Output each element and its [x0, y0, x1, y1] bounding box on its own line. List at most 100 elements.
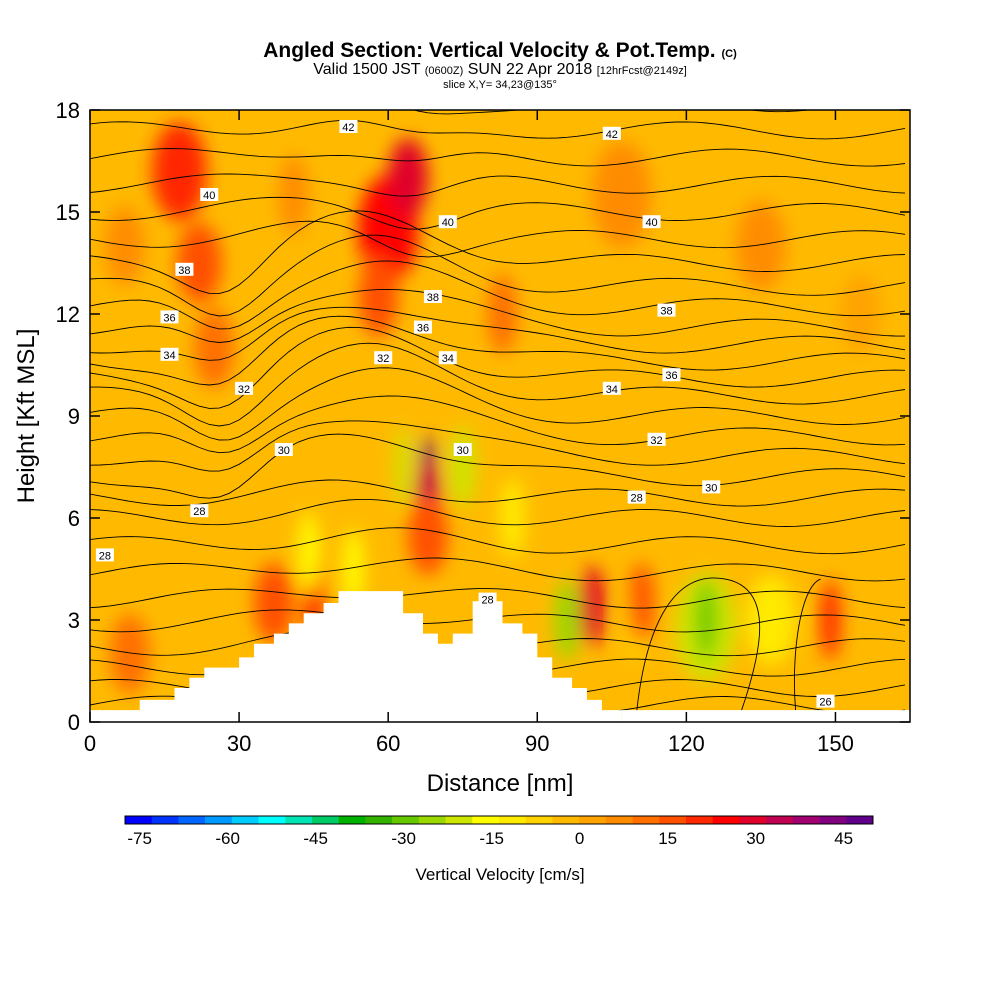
svg-text:36: 36: [665, 370, 677, 382]
velocity-cell: [298, 512, 319, 592]
contour-label: 32: [647, 432, 666, 447]
y-tick-label: 15: [56, 200, 80, 225]
velocity-cell: [487, 274, 518, 354]
theta-contour: [793, 578, 821, 712]
colorbar-segment: [499, 816, 527, 824]
svg-text:32: 32: [650, 435, 662, 447]
svg-text:28: 28: [99, 550, 111, 562]
colorbar-segment: [392, 816, 420, 824]
contour-label: 38: [423, 290, 442, 304]
contour-label: 34: [160, 347, 179, 362]
svg-text:40: 40: [645, 217, 657, 229]
colorbar-segment: [205, 816, 233, 824]
colorbar-segment: [766, 816, 794, 824]
theta-contour: [90, 342, 906, 427]
theta-contour: [90, 367, 906, 441]
colorbar-segment: [819, 816, 847, 824]
theta-contour: [90, 588, 906, 609]
theta-contour: [90, 234, 906, 317]
velocity-cell: [152, 122, 207, 221]
colorbar-segment: [472, 816, 500, 824]
svg-text:38: 38: [178, 265, 190, 277]
contour-label: 30: [274, 443, 293, 457]
colorbar: [124, 815, 874, 825]
colorbar-segment: [178, 816, 206, 824]
colorbar-segment: [792, 816, 820, 824]
contour-label: 28: [95, 548, 114, 562]
theta-contour: [90, 148, 906, 167]
colorbar-segment: [418, 816, 446, 824]
colorbar-tick-label: 30: [746, 829, 765, 848]
velocity-cell: [104, 206, 145, 286]
contour-label: 28: [478, 592, 497, 607]
contour-label: 42: [339, 120, 358, 134]
contour-label: 40: [438, 215, 457, 229]
colorbar-segment: [659, 816, 687, 824]
theta-contour: [90, 433, 906, 499]
svg-text:26: 26: [819, 697, 831, 709]
velocity-cell: [388, 138, 428, 218]
svg-text:28: 28: [631, 493, 643, 505]
x-tick-label: 120: [668, 731, 705, 756]
theta-contour: [90, 260, 906, 330]
svg-text:42: 42: [342, 122, 354, 134]
colorbar-segment: [632, 816, 660, 824]
contour-label: 38: [175, 262, 194, 277]
y-tick-label: 18: [56, 98, 80, 123]
svg-text:34: 34: [163, 350, 175, 362]
colorbar-tick-label: 15: [658, 829, 677, 848]
x-tick-label: 150: [817, 731, 854, 756]
svg-text:30: 30: [278, 445, 290, 457]
contour-label: 34: [602, 381, 621, 396]
colorbar-frame: [124, 815, 874, 825]
svg-text:40: 40: [203, 190, 215, 202]
y-axis-label: Height [Kft MSL]: [13, 329, 40, 504]
theta-contour: [90, 315, 906, 386]
chart-subtitle-valid: Valid 1500 JST (0600Z) SUN 22 Apr 2018 […: [313, 61, 687, 78]
svg-text:42: 42: [606, 129, 618, 141]
theta-contour: [90, 306, 906, 361]
velocity-cell: [254, 563, 294, 643]
colorbar-tick-label: -75: [127, 829, 152, 848]
colorbar-tick-label: -45: [303, 829, 328, 848]
svg-text:32: 32: [238, 384, 250, 396]
svg-text:28: 28: [481, 595, 493, 607]
velocity-cell: [736, 201, 786, 291]
x-tick-label: 60: [376, 731, 400, 756]
colorbar-segment: [231, 816, 259, 824]
colorbar-ticks: -75 -60 -45 -30 -15 0 15 30 45: [127, 829, 853, 848]
contour-label: 28: [627, 490, 646, 505]
theta-contour: [90, 420, 906, 472]
velocity-cell: [395, 427, 411, 507]
contour-label: 40: [642, 215, 661, 229]
theta-contour: [90, 196, 906, 230]
colorbar-segment: [312, 816, 340, 824]
y-tick-label: 12: [56, 302, 80, 327]
svg-text:38: 38: [660, 306, 672, 318]
colorbar-segment: [739, 816, 767, 824]
theta-contour: [90, 527, 906, 555]
theta-contour: [198, 110, 812, 115]
colorbar-segment: [365, 816, 393, 824]
colorbar-tick-label: 0: [575, 829, 584, 848]
colorbar-tick-label: -15: [479, 829, 504, 848]
theta-contour: [90, 173, 906, 197]
x-tick-label: 0: [84, 731, 96, 756]
theta-contour: [636, 577, 761, 712]
terrain-mask: [90, 591, 910, 722]
colorbar-tick-label: -30: [391, 829, 416, 848]
x-tick-label: 90: [525, 731, 549, 756]
velocity-cell: [579, 566, 605, 647]
theta-contour: [90, 326, 906, 409]
y-tick-label: 6: [68, 506, 80, 531]
plot-area: 42 42 40 40 40 38 38 38 36 36 36 34 34 34 32 32 32 30 30 30…: [90, 110, 910, 722]
colorbar-segment: [686, 816, 714, 824]
contour-label: 38: [657, 303, 676, 318]
x-axis-ticks: 0 30 60 90 120 150: [84, 110, 854, 756]
velocity-cell: [109, 614, 150, 694]
colorbar-segment: [258, 816, 286, 824]
theta-contour: [90, 288, 906, 343]
velocity-cell: [629, 563, 655, 643]
colorbar-segment: [579, 816, 607, 824]
velocity-cell: [358, 257, 399, 337]
